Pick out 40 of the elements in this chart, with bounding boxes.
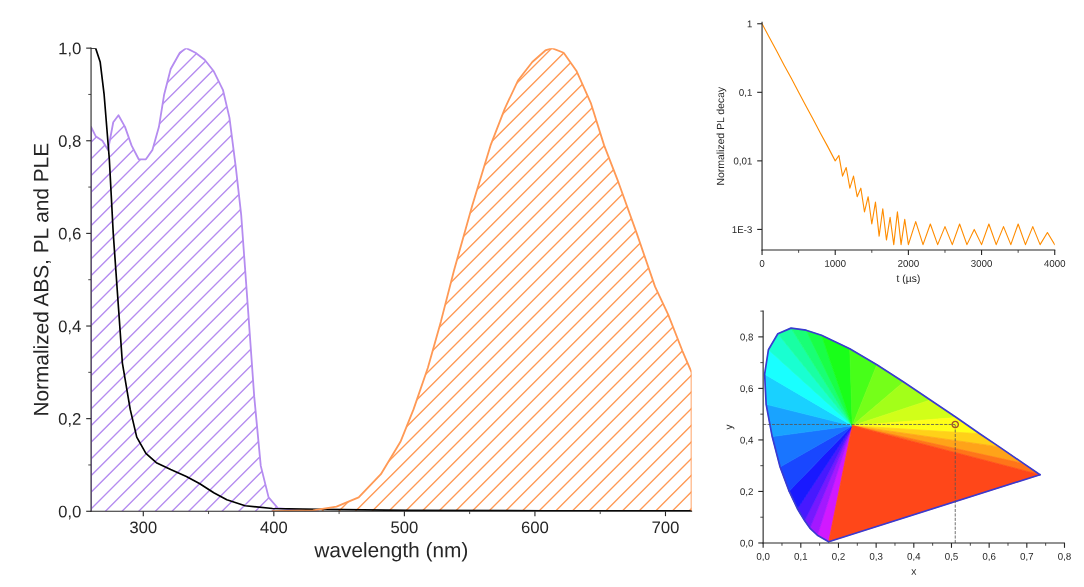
y-tick-label: 0,4 [58, 320, 81, 335]
x-tick-label: 0,3 [869, 552, 883, 561]
y-tick-label: 1,0 [59, 42, 81, 57]
y-tick-label: 0,6 [740, 385, 753, 394]
y-tick-label: 1 [747, 20, 752, 28]
x-axis-title: wavelength (nm) [314, 542, 468, 562]
x-tick-label: 500 [391, 521, 418, 534]
x-axis-title: x [911, 569, 917, 575]
x-tick-label: 4000 [1044, 260, 1066, 267]
x-tick-label: 300 [130, 521, 157, 534]
x-tick-label: 0,6 [982, 552, 996, 561]
x-tick-label: 0,1 [794, 552, 808, 561]
x-tick-label: 400 [260, 521, 288, 534]
x-tick-label: 0,0 [756, 552, 770, 561]
x-tick-label: 0,4 [907, 552, 921, 561]
x-tick-label: 2000 [898, 260, 919, 267]
y-tick-label: 0,8 [740, 333, 753, 342]
y-tick-label: 0,4 [740, 436, 754, 445]
x-tick-label: 700 [652, 521, 679, 534]
y-tick-label: 1E-3 [732, 226, 752, 234]
y-tick-label: 0,8 [58, 135, 81, 149]
y-tick-label: 0,2 [58, 413, 81, 427]
x-tick-label: 1000 [825, 260, 846, 267]
y-axis-title: Normalized ABS, PL and PLE [33, 143, 51, 415]
x-axis-title: t (µs) [896, 274, 920, 285]
x-tick-label: 0 [759, 260, 765, 267]
y-tick-label: 0,0 [740, 539, 754, 548]
x-tick-label: 0,5 [945, 552, 958, 561]
y-tick-label: 0,01 [733, 157, 752, 166]
y-tick-label: 0,0 [58, 505, 81, 520]
y-tick-label: 0,1 [739, 89, 752, 98]
y-axis-title: Normalized PL decay [716, 86, 727, 185]
x-tick-label: 3000 [971, 260, 992, 267]
x-tick-label: 0,8 [1058, 552, 1071, 561]
x-tick-label: 0,2 [832, 552, 845, 561]
y-tick-label: 0,6 [58, 227, 81, 242]
y-tick-label: 0,2 [740, 488, 753, 497]
x-tick-label: 0,7 [1020, 552, 1034, 561]
x-tick-label: 600 [521, 521, 549, 534]
y-axis-title: y [726, 424, 735, 430]
